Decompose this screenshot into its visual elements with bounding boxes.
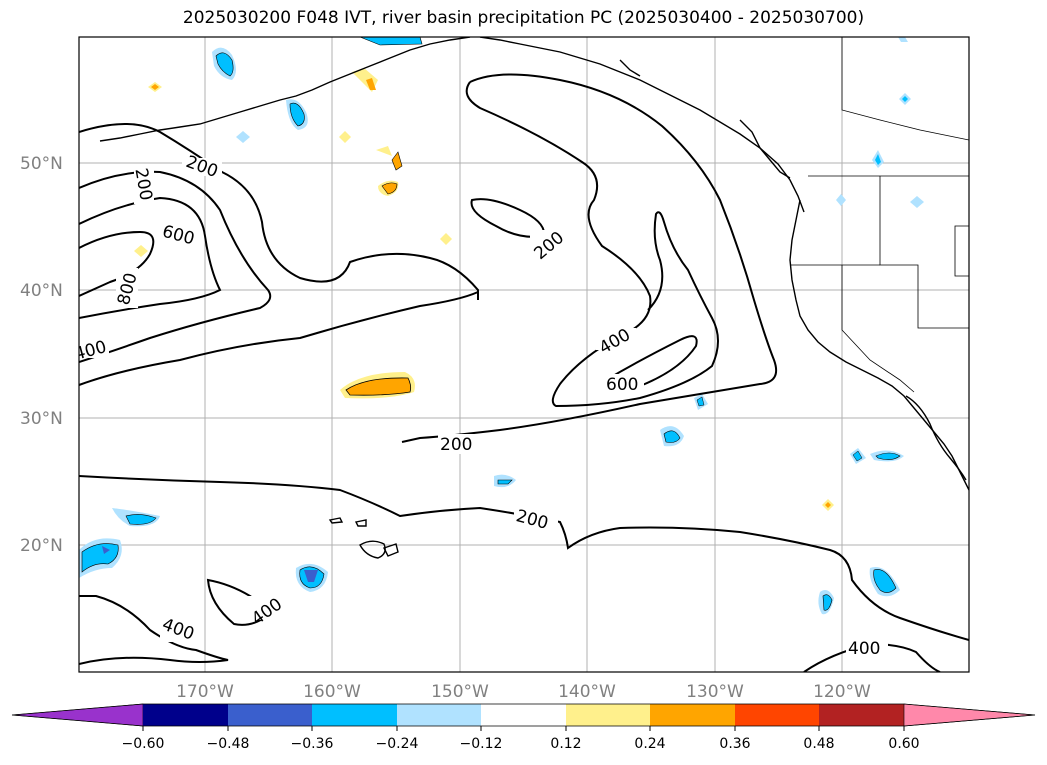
lon-label: 120°W [813,682,871,702]
colorbar-tick-label: 0.36 [719,736,750,752]
lon-label: 140°W [558,682,616,702]
gridlines [79,37,969,672]
lat-label: 40°N [20,281,63,301]
colorbar-segment [143,704,228,726]
contour-label: 600 [606,375,638,395]
lat-label: 30°N [20,409,63,429]
colorbar-tick-label: −0.36 [291,736,334,752]
colorbar-segment [228,704,312,726]
colorbar-segment [397,704,481,726]
map-frame [78,36,970,673]
colorbar-tick-label: 0.48 [803,736,834,752]
latitude-labels: 50°N 40°N 30°N 20°N [20,154,63,556]
colorbar-tick-label: 0.12 [550,736,581,752]
lon-label: 150°W [431,682,489,702]
colorbar-segment [735,704,819,726]
colorbar: −0.60 −0.48 −0.36 −0.24 −0.12 0.12 0.24 … [11,703,1036,752]
colorbar-tick-label: −0.12 [460,736,503,752]
lat-label: 20°N [20,536,63,556]
state-borders [790,37,969,393]
colorbar-segment [566,704,650,726]
colorbar-tick-label: 0.60 [888,736,919,752]
lon-label: 130°W [686,682,744,702]
longitude-labels: 170°W 160°W 150°W 140°W 130°W 120°W [176,682,871,702]
colorbar-segment [481,704,566,726]
colorbar-tick-label: −0.60 [122,736,165,752]
colorbar-segment [312,704,397,726]
colorbar-tick-label: 0.24 [634,736,665,752]
colorbar-segment [819,704,904,726]
colorbar-segment [11,703,144,727]
lat-label: 50°N [20,154,63,174]
contour-label-group: 200 200 600 800 400 200 400 600 200 200 … [79,152,888,659]
colorbar-tick-label: −0.48 [207,736,250,752]
colorbar-segment [650,704,735,726]
lon-label: 160°W [303,682,361,702]
contour-label: 400 [848,639,880,659]
coastlines [99,37,969,559]
colorbar-segment [903,703,1036,727]
contour-label: 200 [440,435,472,455]
map-area [79,37,969,672]
lon-label: 170°W [176,682,234,702]
colorbar-tick-label: −0.24 [376,736,419,752]
map-title: 2025030200 F048 IVT, river basin precipi… [182,8,865,28]
precipitation-shading [79,37,924,615]
